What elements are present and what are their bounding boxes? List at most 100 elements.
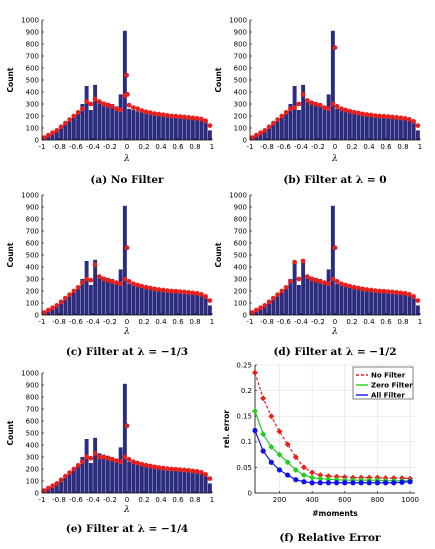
caption-a: (a) No Filter: [90, 174, 164, 186]
x-tick-label: 0.6: [380, 318, 392, 326]
marker-point: [41, 135, 47, 141]
y-tick-label: 800: [26, 40, 39, 48]
marker-point: [147, 463, 153, 469]
y-tick-label: 0.2: [241, 387, 252, 395]
x-tick-label: 600: [338, 496, 351, 504]
histogram-bar: [381, 291, 386, 315]
marker-point: [343, 282, 349, 288]
marker-point: [130, 459, 136, 465]
marker-point: [139, 283, 145, 289]
marker-point: [355, 110, 361, 116]
marker-point: [143, 109, 149, 115]
x-tick-label: 0: [333, 143, 337, 151]
series-point: [252, 408, 258, 415]
histogram-bar: [110, 457, 115, 493]
histogram-bar: [301, 259, 306, 315]
x-tick-label: -0.2: [311, 318, 325, 326]
histogram-bar: [71, 291, 76, 315]
histogram-bar: [97, 275, 102, 315]
series-point: [309, 469, 316, 476]
x-tick-label: -0.6: [69, 143, 83, 151]
histogram-bar: [122, 383, 127, 493]
marker-point: [360, 111, 366, 117]
histogram-bar: [313, 277, 318, 315]
marker-point: [309, 276, 315, 282]
histogram-bar: [169, 291, 174, 315]
marker-point: [249, 135, 255, 141]
caption-b: (b) Filter at λ = 0: [283, 174, 386, 186]
marker-point: [317, 279, 323, 284]
x-tick-label: 0.8: [397, 318, 408, 326]
histogram-bar: [118, 269, 123, 315]
y-tick-label: 1000: [229, 191, 247, 199]
histogram-bar: [127, 461, 132, 493]
marker-point: [41, 310, 47, 315]
marker-point: [338, 106, 344, 112]
y-axis-label: Count: [6, 67, 15, 92]
histogram-bar: [110, 279, 115, 315]
histogram-bar: [59, 126, 64, 140]
marker-point: [389, 114, 395, 120]
marker-point: [203, 294, 209, 299]
series-point: [342, 480, 348, 486]
x-axis-label: λ: [123, 327, 130, 337]
marker-point: [186, 115, 192, 120]
histogram-bar: [156, 467, 161, 493]
marker-point: [377, 288, 383, 294]
x-tick-label: -0.4: [294, 318, 308, 326]
marker-point: [194, 291, 200, 296]
histogram-bar: [67, 294, 72, 315]
histogram-bar: [165, 116, 170, 140]
histogram-bar: [339, 110, 344, 140]
histogram-bar: [165, 469, 170, 493]
histogram-bar: [305, 100, 310, 140]
marker-point: [105, 277, 111, 283]
series-point: [301, 479, 307, 485]
marker-point: [147, 110, 153, 116]
histogram-bar: [377, 291, 382, 315]
marker-point: [160, 287, 166, 293]
histogram-bar: [156, 289, 161, 315]
histogram-bar: [258, 307, 263, 315]
y-tick-label: 100: [26, 124, 39, 132]
x-axis-label: λ: [331, 327, 338, 337]
marker-point: [394, 290, 400, 295]
histogram-bar: [76, 112, 81, 140]
marker-point: [50, 305, 56, 311]
marker-point: [105, 102, 111, 108]
marker-point: [156, 465, 162, 470]
marker-point: [309, 100, 315, 106]
series-point: [276, 467, 283, 473]
histogram-bar: [148, 113, 153, 140]
x-tick-label: 0.4: [155, 143, 167, 151]
histogram-bar: [93, 259, 98, 315]
y-tick-label: 400: [26, 441, 39, 449]
marker-point: [164, 466, 170, 472]
x-tick-label: 0.6: [172, 318, 184, 326]
marker-point: [283, 110, 289, 115]
x-tick-label: 0.4: [363, 143, 375, 151]
histogram-bar: [101, 276, 106, 315]
histogram-bar: [152, 467, 157, 493]
marker-point: [135, 106, 141, 112]
marker-point: [283, 285, 289, 290]
x-tick-label: 400: [305, 496, 318, 504]
histogram-bar: [254, 135, 259, 140]
marker-point: [152, 464, 158, 470]
y-tick-label: 700: [26, 52, 39, 60]
x-tick-label: -1: [247, 143, 254, 151]
marker-point: [334, 104, 340, 109]
histogram-bar: [84, 261, 89, 315]
histogram-bar: [347, 287, 352, 315]
marker-point: [368, 287, 374, 293]
marker-point: [139, 108, 145, 113]
y-tick-label: 200: [234, 287, 247, 295]
marker-point: [287, 106, 293, 112]
x-tick-label: -0.4: [86, 318, 100, 326]
marker-point: [109, 457, 115, 462]
x-tick-label: -0.8: [260, 143, 274, 151]
